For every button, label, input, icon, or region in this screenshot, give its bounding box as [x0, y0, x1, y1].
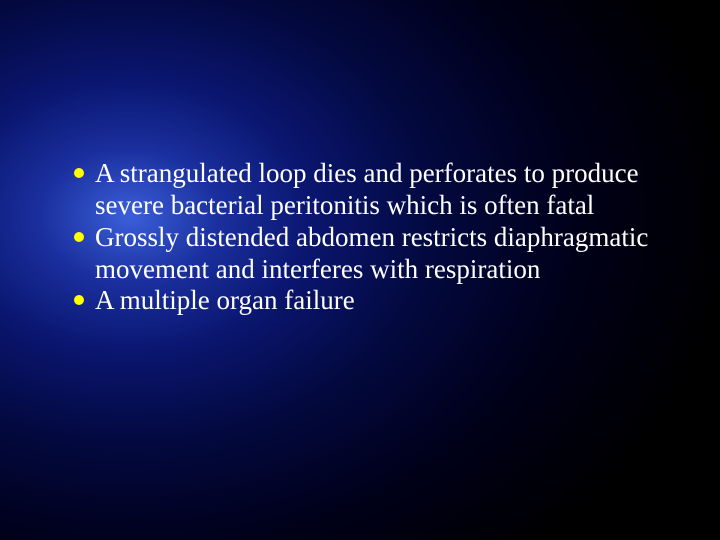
bullet-text: A strangulated loop dies and perforates …	[95, 158, 664, 222]
slide-background: A strangulated loop dies and perforates …	[0, 0, 720, 540]
bullet-icon	[74, 232, 84, 242]
list-item: A multiple organ failure	[74, 285, 664, 317]
bullet-text: A multiple organ failure	[95, 285, 664, 317]
list-item: A strangulated loop dies and perforates …	[74, 158, 664, 222]
bullet-list: A strangulated loop dies and perforates …	[74, 158, 664, 317]
bullet-text: Grossly distended abdomen restricts diap…	[95, 222, 664, 286]
bullet-icon	[74, 168, 84, 178]
list-item: Grossly distended abdomen restricts diap…	[74, 222, 664, 286]
bullet-icon	[74, 295, 84, 305]
